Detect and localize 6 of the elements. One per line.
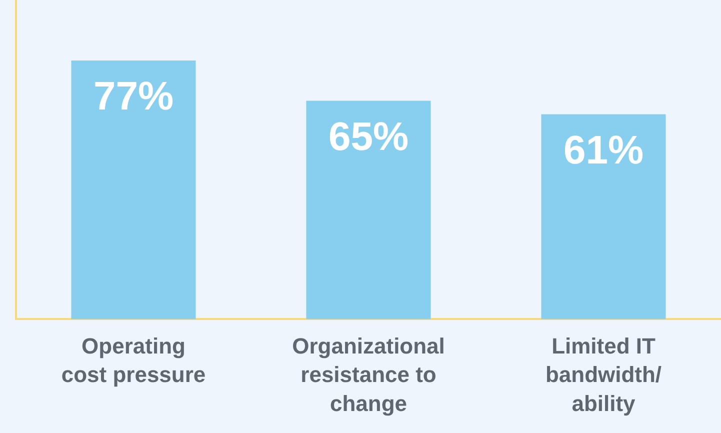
- x-tick-label: Limited IT bandwidth/ ability: [545, 334, 662, 416]
- data-label: 65%: [328, 114, 409, 159]
- x-tick-label: Operating cost pressure: [61, 334, 206, 388]
- data-label: 61%: [563, 128, 644, 172]
- data-label: 77%: [93, 74, 174, 119]
- x-tick-label: Organizational resistance to change: [292, 334, 445, 416]
